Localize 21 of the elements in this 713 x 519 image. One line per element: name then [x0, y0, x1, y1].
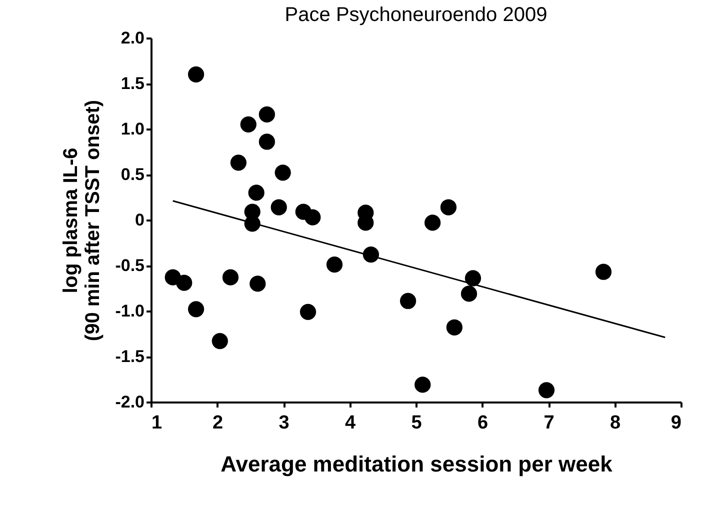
x-tick-label: 9: [670, 412, 682, 434]
x-tick-label: 4: [344, 412, 356, 434]
x-tick-label: 2: [212, 412, 224, 434]
y-tick-label: -2.0: [115, 392, 144, 412]
x-tick-label: 6: [477, 412, 488, 434]
y-tick-label: -1.5: [115, 347, 144, 366]
x-axis-title: Average meditation session per week: [220, 452, 614, 476]
y-tick-label: 0: [135, 210, 144, 230]
x-tick-label: 1: [152, 412, 162, 434]
x-tick-label: 7: [544, 412, 554, 434]
y-axis-title: log plasma IL-6 (90 min after TSST onset): [60, 100, 104, 342]
x-tick-label: 8: [610, 412, 621, 434]
y-tick-label: 0.5: [120, 165, 144, 184]
y-tick-label: -1.0: [115, 302, 144, 320]
x-tick-label: 3: [278, 412, 290, 434]
x-tick-label: 5: [411, 412, 422, 434]
y-tick-label: 2.0: [120, 28, 144, 48]
chart-title: Pace Psychoneuroendo 2009: [284, 4, 548, 26]
y-tick-label: 1.0: [120, 120, 144, 138]
y-tick-label: -0.5: [115, 256, 144, 275]
y-tick-label: 1.5: [120, 74, 144, 93]
